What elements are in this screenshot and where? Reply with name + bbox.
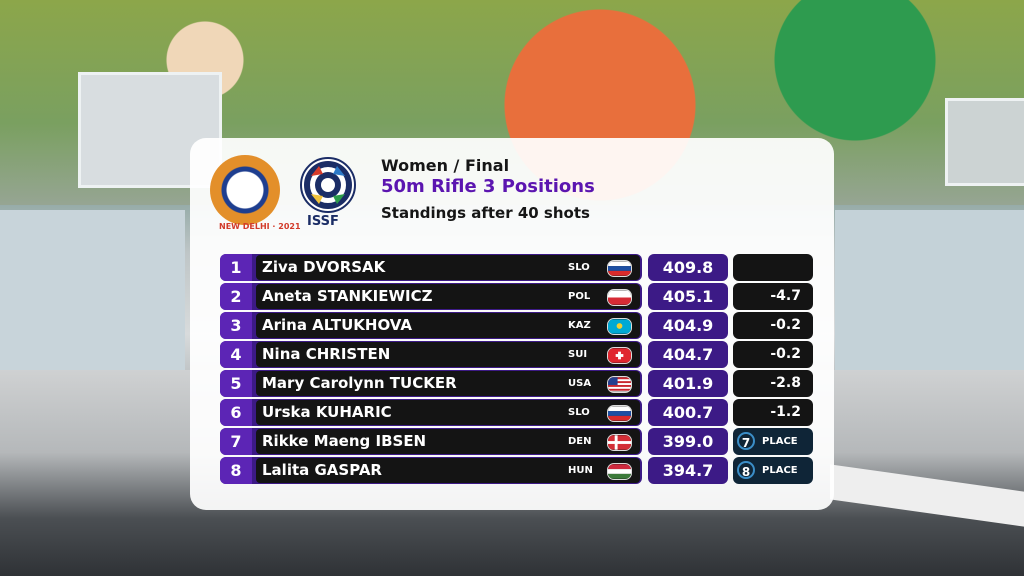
usa-flag-icon [607, 376, 632, 393]
standings-row: 6 Urska KUHARIC SLO 400.7 -1.2 [220, 399, 818, 428]
rank-number: 1 [220, 254, 252, 281]
world-cup-logo [210, 155, 280, 225]
athlete-score: 409.8 [648, 254, 728, 281]
athlete-bar: 4 Nina CHRISTEN SUI [220, 341, 642, 368]
name-bar: Arina ALTUKHOVA KAZ [256, 313, 640, 338]
background-screen-right [945, 98, 1024, 186]
noc-code: KAZ [568, 320, 591, 331]
eliminated-place-badge: 7 PLACE [733, 428, 813, 455]
score-difference: -4.7 [733, 283, 813, 310]
background-wall-right [835, 210, 1024, 370]
rank-number: 7 [220, 428, 252, 455]
athlete-score: 400.7 [648, 399, 728, 426]
noc-code: SLO [568, 262, 590, 273]
standings-row: 2 Aneta STANKIEWICZ POL 405.1 -4.7 [220, 283, 818, 312]
athlete-bar: 7 Rikke Maeng IBSEN DEN [220, 428, 642, 455]
rank-number: 5 [220, 370, 252, 397]
athlete-name: Nina CHRISTEN [262, 345, 391, 363]
standings-table: 1 Ziva DVORSAK SLO 409.8 2 Aneta STANKIE… [220, 254, 818, 486]
athlete-name: Ziva DVORSAK [262, 258, 386, 276]
issf-target-logo-icon [300, 157, 356, 213]
hungary-flag-icon [607, 463, 632, 480]
athlete-score: 399.0 [648, 428, 728, 455]
standings-row: 3 Arina ALTUKHOVA KAZ 404.9 -0.2 [220, 312, 818, 341]
athlete-bar: 8 Lalita GASPAR HUN [220, 457, 642, 484]
name-bar: Urska KUHARIC SLO [256, 400, 640, 425]
place-label: PLACE [762, 465, 798, 476]
name-bar: Aneta STANKIEWICZ POL [256, 284, 640, 309]
poland-flag-icon [607, 289, 632, 306]
athlete-score: 405.1 [648, 283, 728, 310]
score-difference: -1.2 [733, 399, 813, 426]
score-difference: -2.8 [733, 370, 813, 397]
kazakhstan-flag-icon [607, 318, 632, 335]
place-number: 7 [737, 432, 755, 450]
score-difference [733, 254, 813, 281]
place-number: 8 [737, 461, 755, 479]
athlete-name: Lalita GASPAR [262, 461, 382, 479]
athlete-score: 404.9 [648, 312, 728, 339]
slovenia-flag-icon [607, 405, 632, 422]
standings-row: 4 Nina CHRISTEN SUI 404.7 -0.2 [220, 341, 818, 370]
switzerland-flag-icon [607, 347, 632, 364]
place-label: PLACE [762, 436, 798, 447]
standings-row: 1 Ziva DVORSAK SLO 409.8 [220, 254, 818, 283]
noc-code: SLO [568, 407, 590, 418]
noc-code: USA [568, 378, 592, 389]
athlete-score: 394.7 [648, 457, 728, 484]
name-bar: Lalita GASPAR HUN [256, 458, 640, 483]
athlete-name: Mary Carolynn TUCKER [262, 374, 457, 392]
athlete-name: Arina ALTUKHOVA [262, 316, 412, 334]
rank-number: 6 [220, 399, 252, 426]
standings-row: 5 Mary Carolynn TUCKER USA 401.9 -2.8 [220, 370, 818, 399]
noc-code: DEN [568, 436, 592, 447]
noc-code: POL [568, 291, 591, 302]
background-wall-left [0, 210, 185, 370]
athlete-bar: 2 Aneta STANKIEWICZ POL [220, 283, 642, 310]
event-name: 50m Rifle 3 Positions [381, 176, 595, 197]
athlete-name: Aneta STANKIEWICZ [262, 287, 433, 305]
athlete-name: Urska KUHARIC [262, 403, 392, 421]
athlete-bar: 6 Urska KUHARIC SLO [220, 399, 642, 426]
issf-logo-text: ISSF [307, 214, 339, 229]
rank-number: 8 [220, 457, 252, 484]
event-category: Women / Final [381, 156, 510, 175]
standings-status: Standings after 40 shots [381, 204, 590, 222]
noc-code: HUN [568, 465, 593, 476]
rank-number: 2 [220, 283, 252, 310]
name-bar: Ziva DVORSAK SLO [256, 255, 640, 280]
standings-row: 7 Rikke Maeng IBSEN DEN 399.0 7 PLACE [220, 428, 818, 457]
athlete-name: Rikke Maeng IBSEN [262, 432, 427, 450]
score-difference: -0.2 [733, 312, 813, 339]
athlete-score: 401.9 [648, 370, 728, 397]
world-cup-logo-text: NEW DELHI · 2021 [219, 222, 301, 231]
slovenia-flag-icon [607, 260, 632, 277]
name-bar: Mary Carolynn TUCKER USA [256, 371, 640, 396]
rank-number: 4 [220, 341, 252, 368]
standings-row: 8 Lalita GASPAR HUN 394.7 8 PLACE [220, 457, 818, 486]
score-difference: -0.2 [733, 341, 813, 368]
denmark-flag-icon [607, 434, 632, 451]
athlete-score: 404.7 [648, 341, 728, 368]
rank-number: 3 [220, 312, 252, 339]
eliminated-place-badge: 8 PLACE [733, 457, 813, 484]
athlete-bar: 1 Ziva DVORSAK SLO [220, 254, 642, 281]
athlete-bar: 3 Arina ALTUKHOVA KAZ [220, 312, 642, 339]
name-bar: Nina CHRISTEN SUI [256, 342, 640, 367]
name-bar: Rikke Maeng IBSEN DEN [256, 429, 640, 454]
noc-code: SUI [568, 349, 588, 360]
standings-panel: NEW DELHI · 2021 ISSF Women / Final 50m … [190, 138, 834, 510]
athlete-bar: 5 Mary Carolynn TUCKER USA [220, 370, 642, 397]
